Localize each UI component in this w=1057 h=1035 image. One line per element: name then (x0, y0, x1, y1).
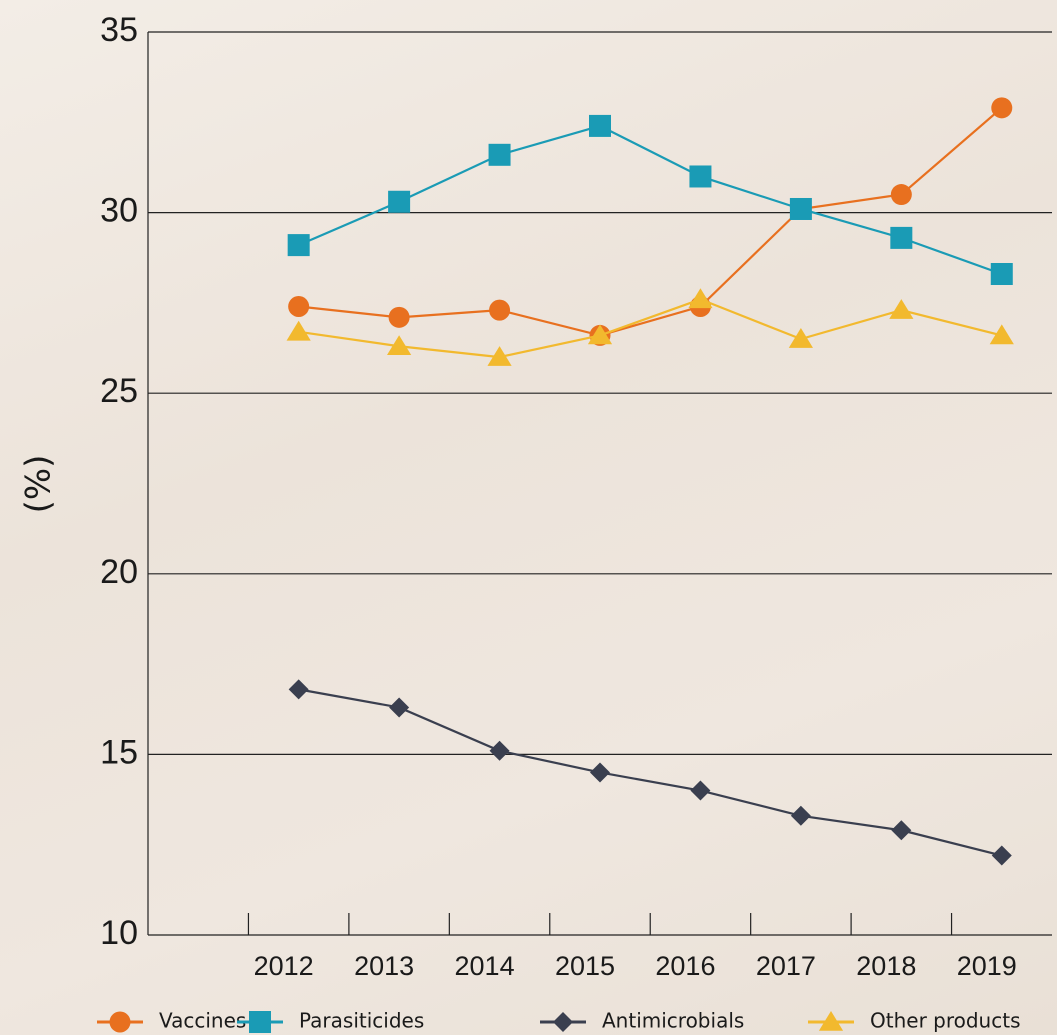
series-line (298, 107, 1003, 337)
marker (991, 845, 1012, 866)
y-tick-label: 10 (100, 914, 138, 952)
legend-label: Vaccines (159, 1009, 246, 1033)
y-tick-label: 35 (100, 11, 138, 49)
marker (790, 805, 811, 826)
marker (387, 335, 412, 356)
marker (690, 780, 711, 801)
legend-label: Parasiticides (299, 1009, 424, 1033)
y-tick-label: 15 (100, 733, 138, 771)
series-line (298, 688, 1003, 857)
y-tick-label: 20 (100, 553, 138, 591)
marker (488, 143, 511, 166)
marker (288, 679, 309, 700)
series-line (298, 298, 1003, 359)
marker (287, 234, 310, 257)
marker (689, 165, 712, 188)
marker (818, 1011, 844, 1031)
legend-label: Antimicrobials (602, 1009, 744, 1033)
marker (789, 197, 812, 220)
y-tick-label: 25 (100, 372, 138, 410)
x-tick-label: 2018 (856, 951, 916, 981)
x-tick-label: 2019 (957, 951, 1017, 981)
marker (389, 697, 410, 718)
marker (286, 320, 311, 341)
x-tick-label: 2015 (555, 951, 615, 981)
marker (688, 288, 713, 309)
marker (990, 263, 1013, 286)
marker (991, 97, 1013, 119)
marker (890, 226, 913, 249)
marker (553, 1012, 573, 1032)
marker (388, 190, 411, 213)
marker (890, 184, 912, 206)
marker (249, 1011, 271, 1033)
x-tick-label: 2016 (655, 951, 715, 981)
marker (788, 328, 813, 348)
marker (891, 820, 912, 841)
x-tick-label: 2013 (354, 951, 414, 981)
marker (489, 299, 511, 321)
marker (109, 1011, 131, 1033)
y-axis-label: (%) (19, 455, 59, 514)
x-tick-label: 2014 (455, 951, 515, 981)
marker (590, 762, 610, 783)
marker (889, 299, 914, 319)
marker (589, 114, 611, 137)
marker (489, 740, 510, 761)
marker (288, 296, 310, 318)
marker (388, 306, 410, 328)
x-tick-label: 2017 (756, 951, 816, 981)
x-tick-label: 2012 (254, 951, 314, 981)
series-line (298, 124, 1003, 276)
legend-label: Other products (870, 1009, 1021, 1033)
marker (487, 346, 512, 366)
y-tick-label: 30 (100, 192, 138, 230)
marker (587, 324, 613, 345)
marker (989, 324, 1014, 345)
